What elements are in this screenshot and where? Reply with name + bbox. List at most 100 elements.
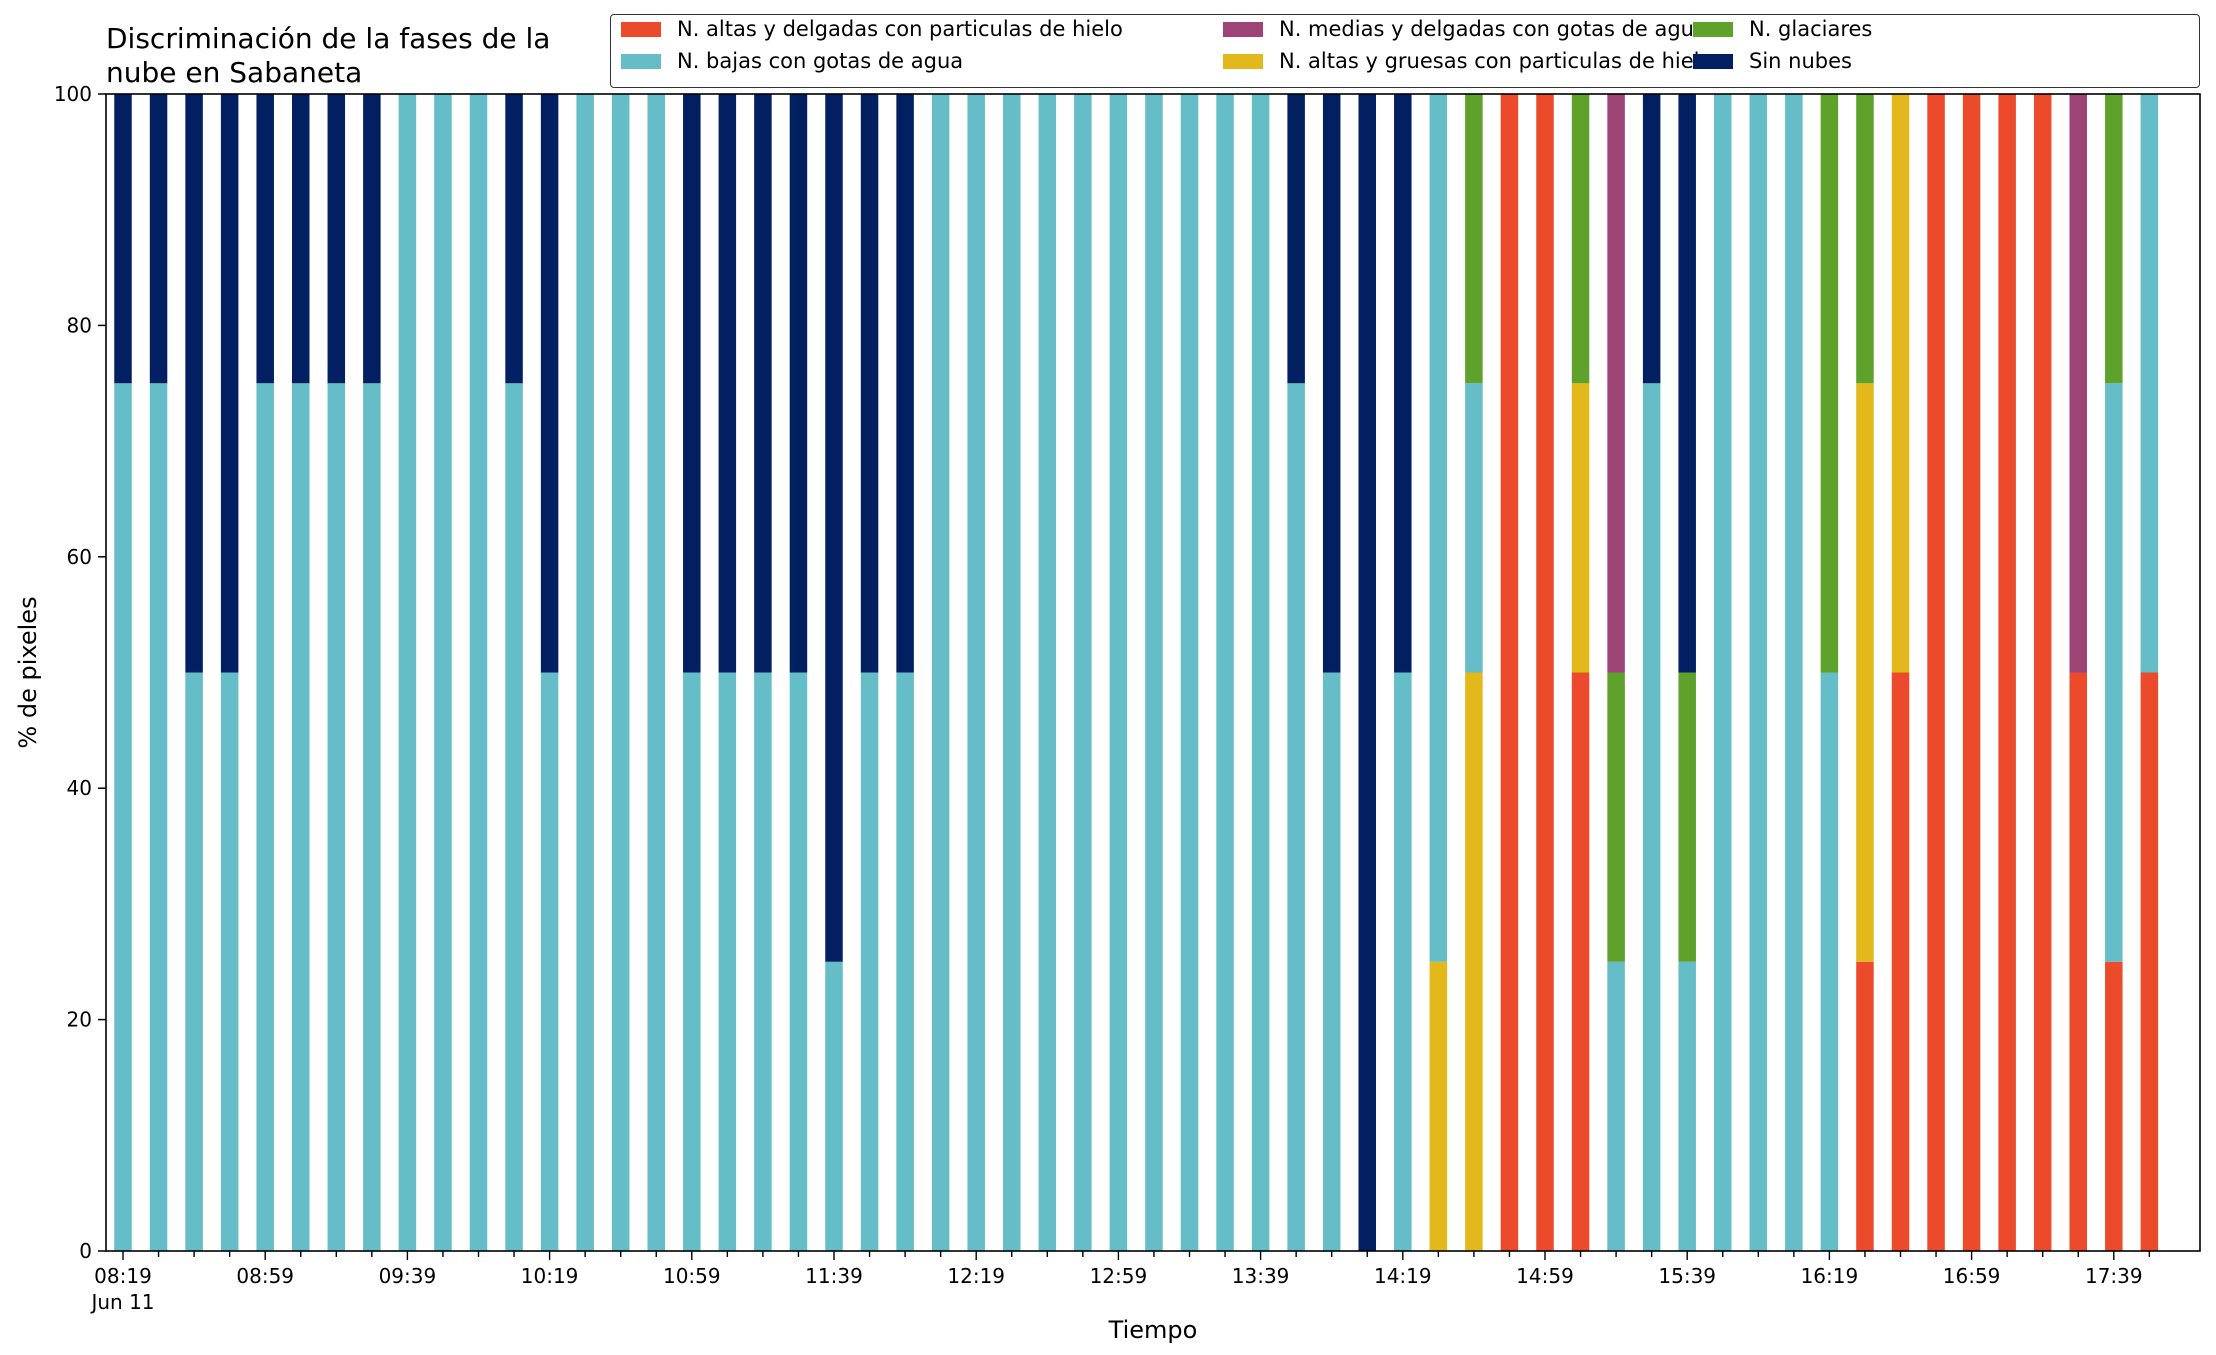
- bar-segment: [434, 94, 452, 1251]
- x-date-label: Jun 11: [89, 1290, 154, 1314]
- bar-segment: [149, 383, 168, 1251]
- x-tick-label: 13:39: [1232, 1264, 1290, 1288]
- bar-segment: [1607, 961, 1625, 1251]
- bar-segment: [718, 94, 737, 673]
- bar-segment: [2140, 94, 2159, 673]
- bar-segment: [220, 672, 239, 1251]
- bar-segment: [327, 383, 346, 1251]
- x-tick-label: 10:59: [663, 1264, 721, 1288]
- bar-segment: [1607, 94, 1625, 673]
- bar-segment: [292, 94, 310, 384]
- bar-segment: [1465, 94, 1483, 384]
- bar-segment: [1571, 94, 1590, 384]
- bar-segment: [1394, 94, 1412, 673]
- bar-segment: [540, 672, 559, 1251]
- bar-segment: [398, 94, 417, 1251]
- legend-swatch: [621, 21, 661, 37]
- bar-segment: [718, 672, 737, 1251]
- bar-segment: [1785, 94, 1803, 1251]
- legend-item: N. altas y delgadas con particulas de hi…: [621, 17, 1123, 41]
- bar-segment: [327, 94, 346, 384]
- y-tick-label: 100: [54, 82, 92, 106]
- legend-label: N. altas y gruesas con particulas de hie…: [1279, 49, 1713, 73]
- bar-segment: [185, 672, 203, 1251]
- bar-segment: [754, 672, 772, 1251]
- legend-swatch: [1693, 53, 1733, 69]
- bar-segment: [611, 94, 630, 1251]
- bar-segment: [1429, 94, 1448, 962]
- bar-segment: [1678, 961, 1696, 1251]
- legend-swatch: [1693, 21, 1733, 37]
- bar-segment: [1180, 94, 1199, 1251]
- bar-segment: [683, 94, 701, 673]
- bar-segment: [1962, 94, 1981, 1251]
- y-tick-label: 40: [67, 776, 92, 800]
- x-tick-label: 08:59: [236, 1264, 294, 1288]
- bar-segment: [1287, 383, 1305, 1251]
- bar-segment: [1714, 94, 1732, 1251]
- bar-segment: [1749, 94, 1768, 1251]
- bar-segment: [1536, 94, 1554, 1251]
- bar-segment: [363, 94, 381, 384]
- legend-item: N. medias y delgadas con gotas de agua: [1223, 17, 1707, 41]
- chart-legend: N. altas y delgadas con particulas de hi…: [610, 14, 2200, 88]
- bar-segment: [1322, 672, 1341, 1251]
- bar-segment: [576, 94, 594, 1251]
- bar-segment: [1109, 94, 1128, 1251]
- bar-segment: [967, 94, 985, 1251]
- bars-group: [114, 94, 2159, 1251]
- bar-segment: [1038, 94, 1057, 1251]
- bar-segment: [683, 672, 701, 1251]
- bar-segment: [1571, 383, 1590, 673]
- legend-swatch: [621, 53, 661, 69]
- bar-segment: [1394, 672, 1412, 1251]
- x-tick-label: 16:59: [1943, 1264, 2001, 1288]
- bar-segment: [256, 383, 274, 1251]
- bar-segment: [1642, 94, 1661, 384]
- bar-segment: [2069, 672, 2087, 1251]
- bar-segment: [1145, 94, 1163, 1251]
- bar-segment: [860, 94, 879, 673]
- bar-segment: [896, 94, 914, 673]
- bar-segment: [1856, 961, 1874, 1251]
- legend-label: N. glaciares: [1749, 17, 1873, 41]
- bar-segment: [505, 94, 523, 384]
- bar-segment: [505, 383, 523, 1251]
- bar-segment: [1003, 94, 1021, 1251]
- legend-swatch: [1223, 53, 1263, 69]
- bar-segment: [469, 94, 488, 1251]
- x-tick-label: 11:39: [805, 1264, 863, 1288]
- bar-segment: [754, 94, 772, 673]
- bar-segment: [2069, 94, 2087, 673]
- bar-segment: [2105, 94, 2123, 384]
- bar-segment: [825, 961, 843, 1251]
- bar-segment: [1998, 94, 2016, 1251]
- bar-segment: [2033, 94, 2052, 1251]
- x-tick-label: 15:39: [1658, 1264, 1716, 1288]
- x-tick-label: 09:39: [379, 1264, 437, 1288]
- legend-label: N. medias y delgadas con gotas de agua: [1279, 17, 1707, 41]
- bar-segment: [1216, 94, 1234, 1251]
- x-tick-label: 12:59: [1090, 1264, 1148, 1288]
- bar-segment: [1571, 672, 1590, 1251]
- bar-segment: [256, 94, 274, 384]
- bar-segment: [1500, 94, 1519, 1251]
- bar-segment: [647, 94, 665, 1251]
- bar-segment: [1856, 383, 1874, 962]
- y-axis-label: % de pixeles: [14, 596, 42, 748]
- bar-segment: [114, 383, 132, 1251]
- y-tick-label: 60: [67, 545, 92, 569]
- bar-segment: [1891, 672, 1910, 1251]
- legend-label: N. altas y delgadas con particulas de hi…: [677, 17, 1123, 41]
- bar-segment: [1251, 94, 1270, 1251]
- bar-segment: [1287, 94, 1305, 384]
- plot-frame: [105, 93, 2201, 1252]
- bar-segment: [1678, 672, 1696, 962]
- legend-item: N. bajas con gotas de agua: [621, 49, 963, 73]
- bar-segment: [1891, 94, 1910, 673]
- bar-segment: [896, 672, 914, 1251]
- legend-swatch: [1223, 21, 1263, 37]
- legend-item: N. altas y gruesas con particulas de hie…: [1223, 49, 1712, 73]
- bar-segment: [1607, 672, 1625, 962]
- x-tick-label: 12:19: [947, 1264, 1005, 1288]
